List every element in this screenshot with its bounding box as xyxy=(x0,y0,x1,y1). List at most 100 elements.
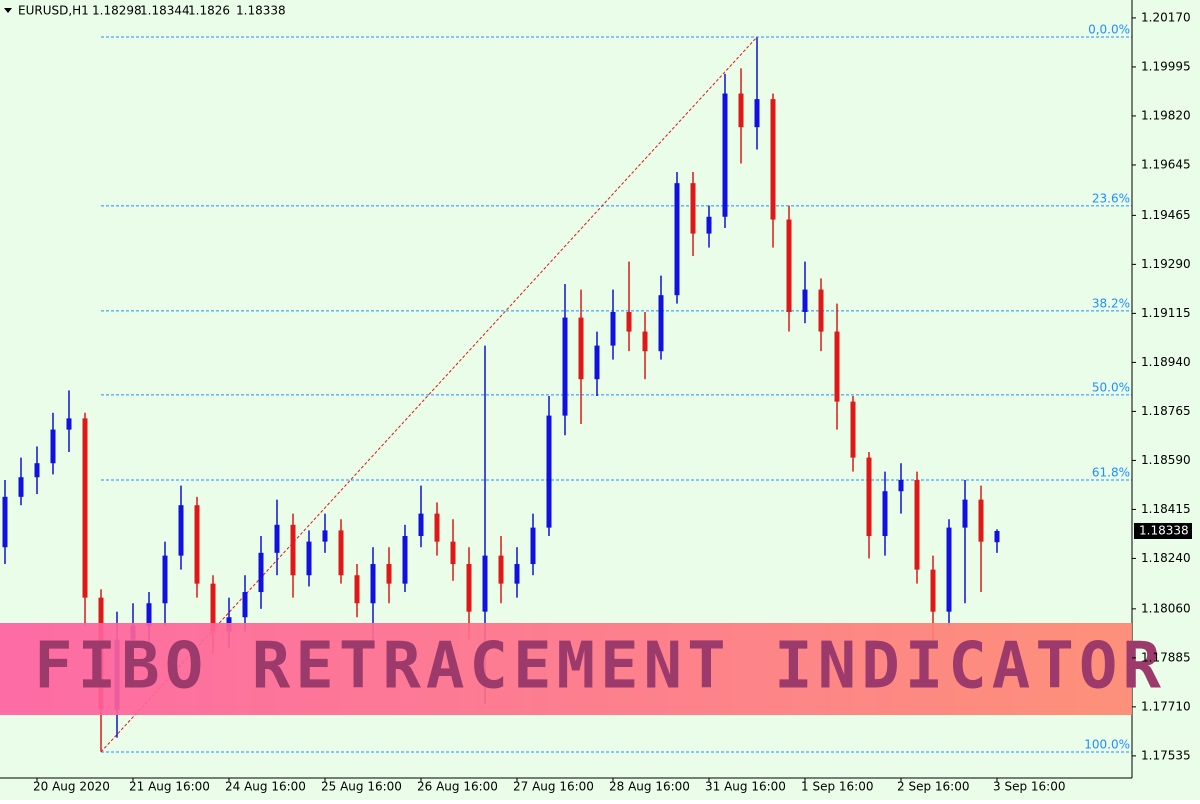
y-tick-label: 1.18060 xyxy=(1141,601,1191,615)
candle-body xyxy=(690,183,696,234)
candle-body xyxy=(82,418,88,598)
x-tick-label: 1 Sep 16:00 xyxy=(801,780,873,794)
x-tick-label: 28 Aug 16:00 xyxy=(609,780,690,794)
y-tick-label: 1.19290 xyxy=(1141,257,1191,271)
candle-body xyxy=(610,311,616,346)
candle-body xyxy=(274,524,280,553)
x-tick-label: 3 Sep 16:00 xyxy=(993,780,1065,794)
x-tick-label: 21 Aug 16:00 xyxy=(129,780,210,794)
fib-label: 100.0% xyxy=(1084,737,1130,751)
x-tick-label: 2 Sep 16:00 xyxy=(897,780,969,794)
candle-body xyxy=(306,541,312,576)
candle-body xyxy=(626,311,632,332)
y-tick-label: 1.18590 xyxy=(1141,453,1191,467)
candle-body xyxy=(146,603,152,626)
candle-body xyxy=(482,555,488,612)
candle-body xyxy=(370,564,376,604)
candle-body xyxy=(354,575,360,604)
candle-body xyxy=(530,527,536,565)
candle-body xyxy=(546,415,552,528)
x-tick-label: 24 Aug 16:00 xyxy=(225,780,306,794)
candle-body xyxy=(18,477,24,497)
candle-body xyxy=(258,552,264,593)
header-open: 1.18298 xyxy=(92,4,142,18)
header-high: 1.18344 xyxy=(140,4,190,18)
fib-label: 0,0.0% xyxy=(1088,22,1130,36)
candle-body xyxy=(242,592,248,618)
y-tick-label: 1.19820 xyxy=(1141,108,1191,122)
fib-label: 38.2% xyxy=(1092,296,1130,310)
y-tick-label: 1.19995 xyxy=(1141,59,1191,73)
candle-body xyxy=(818,289,824,332)
candle-body xyxy=(338,530,344,576)
fib-label: 50.0% xyxy=(1092,380,1130,394)
candle-body xyxy=(850,401,856,458)
candle-body xyxy=(674,183,680,296)
menu-arrow[interactable] xyxy=(4,8,12,13)
x-tick-label: 25 Aug 16:00 xyxy=(321,780,402,794)
y-tick-label: 1.18940 xyxy=(1141,355,1191,369)
candle-body xyxy=(914,480,920,570)
candle-body xyxy=(738,93,744,128)
current-price-box xyxy=(1134,522,1192,539)
fib-label: 23.6% xyxy=(1092,191,1130,205)
candle-body xyxy=(434,513,440,542)
candle-body xyxy=(770,99,776,220)
candle-body xyxy=(706,216,712,234)
candle-body xyxy=(210,583,216,632)
candle-body xyxy=(402,536,408,584)
symbol: EURUSD,H1 xyxy=(18,4,89,18)
candle-body xyxy=(450,541,456,565)
candle-body xyxy=(594,345,600,380)
header-close: 1.18338 xyxy=(236,4,286,18)
x-tick-label: 26 Aug 16:00 xyxy=(417,780,498,794)
candle-body xyxy=(178,505,184,556)
x-tick-label: 31 Aug 16:00 xyxy=(705,780,786,794)
y-tick-label: 1.19115 xyxy=(1141,306,1191,320)
candle-body xyxy=(418,513,424,537)
y-tick-label: 1.17535 xyxy=(1141,748,1191,762)
candle-body xyxy=(642,331,648,352)
candle-body xyxy=(978,499,984,542)
y-tick-label: 1.17710 xyxy=(1141,699,1191,713)
candle-body xyxy=(930,569,936,612)
candle-body xyxy=(322,530,328,542)
candle-body xyxy=(882,491,888,537)
candle-body xyxy=(514,564,520,584)
candle-body xyxy=(658,295,664,352)
current-price: 1.18338 xyxy=(1139,523,1189,537)
y-tick-label: 1.19465 xyxy=(1141,208,1191,222)
candle-body xyxy=(802,289,808,312)
candle-body xyxy=(834,331,840,402)
candle-body xyxy=(786,219,792,312)
candle-body xyxy=(66,418,72,430)
candle-body xyxy=(578,317,584,380)
candle-body xyxy=(2,496,8,548)
candle-body xyxy=(722,93,728,217)
candle-body xyxy=(866,457,872,537)
banner-text: FIBO RETRACEMENT INDICATOR xyxy=(34,630,1166,704)
candle-body xyxy=(754,99,760,128)
candle-body xyxy=(466,564,472,612)
candle-body xyxy=(498,555,504,584)
candle-body xyxy=(962,499,968,528)
candle-body xyxy=(994,530,1000,543)
candle-body xyxy=(50,429,56,464)
banner xyxy=(0,623,1132,715)
y-tick-label: 1.17885 xyxy=(1141,650,1191,664)
y-tick-label: 1.18240 xyxy=(1141,551,1191,565)
candle-body xyxy=(386,564,392,584)
x-tick-label: 20 Aug 2020 xyxy=(33,780,110,794)
candle-body xyxy=(562,317,568,416)
fib-label: 61.8% xyxy=(1092,466,1130,480)
candle-body xyxy=(946,527,952,612)
candle-body xyxy=(162,555,168,604)
candle-body xyxy=(898,480,904,492)
y-tick-label: 1.19645 xyxy=(1141,157,1191,171)
y-tick-label: 1.18765 xyxy=(1141,404,1191,418)
x-tick-label: 27 Aug 16:00 xyxy=(513,780,594,794)
y-tick-label: 1.20170 xyxy=(1141,10,1191,24)
header-low: 1.1826 xyxy=(188,4,230,18)
